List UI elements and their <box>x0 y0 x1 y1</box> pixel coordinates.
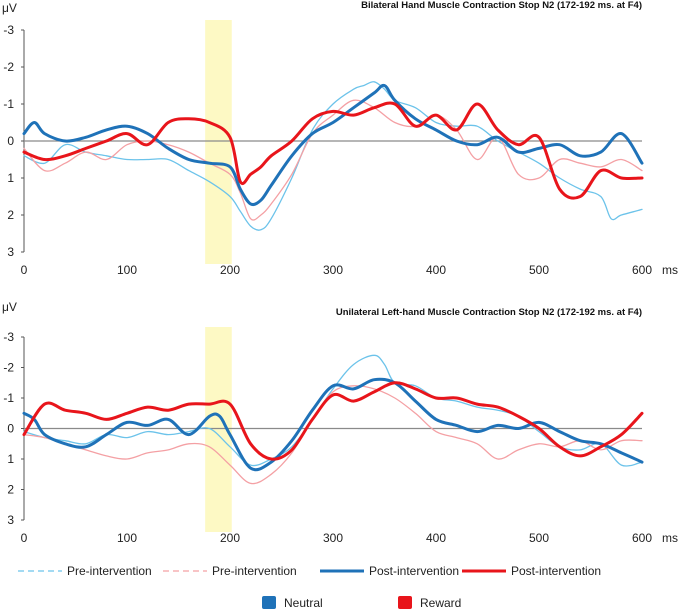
series-neutral-pre-intervention <box>23 354 643 467</box>
y-tick-label: 3 <box>7 245 14 259</box>
legend-group-label: Reward <box>420 596 461 610</box>
y-tick-label: 1 <box>7 171 14 185</box>
series-reward-post-intervention <box>22 101 644 200</box>
legend: Pre-intervention Pre-intervention Post-int… <box>18 564 601 610</box>
y-tick-label: -2 <box>3 60 14 74</box>
n2-window-highlight <box>205 20 232 264</box>
legend-label: Pre-intervention <box>212 564 297 578</box>
x-axis-unit: ms <box>662 531 678 545</box>
x-tick-label: 200 <box>220 263 240 277</box>
y-axis-unit: μV <box>2 300 17 314</box>
y-tick-label: 0 <box>7 134 14 148</box>
y-tick-label: -1 <box>3 391 14 405</box>
y-axis-unit: μV <box>2 1 17 15</box>
legend-square-reward <box>398 596 412 609</box>
y-tick-label: -3 <box>3 330 14 344</box>
series-neutral-post-intervention <box>22 377 644 472</box>
x-tick-label: 500 <box>529 531 549 545</box>
x-tick-label: 200 <box>220 531 240 545</box>
x-tick-label: 400 <box>426 263 446 277</box>
x-tick-label: 300 <box>323 263 343 277</box>
x-tick-label: 400 <box>426 531 446 545</box>
x-tick-label: 500 <box>529 263 549 277</box>
series-neutral-pre-intervention <box>23 81 643 231</box>
y-tick-label: 2 <box>7 208 14 222</box>
x-tick-label: 600 <box>632 263 652 277</box>
x-tick-label: 100 <box>117 531 137 545</box>
y-tick-label: 0 <box>7 422 14 436</box>
legend-group-label: Neutral <box>284 596 323 610</box>
y-tick-label: 2 <box>7 483 14 497</box>
series-neutral-post-intervention <box>22 83 644 207</box>
x-tick-label: 600 <box>632 531 652 545</box>
chart-title: Bilateral Hand Muscle Contraction Stop N… <box>361 0 642 11</box>
legend-label: Post-intervention <box>369 564 459 578</box>
legend-square-neutral <box>262 596 276 609</box>
x-axis-unit: ms <box>662 263 678 277</box>
series-reward-pre-intervention <box>23 385 643 485</box>
x-tick-label: 0 <box>21 263 28 277</box>
chart-title: Unilateral Left-hand Muscle Contraction … <box>336 307 642 318</box>
y-tick-label: -2 <box>3 361 14 375</box>
x-tick-label: 300 <box>323 531 343 545</box>
x-tick-label: 0 <box>21 531 28 545</box>
y-tick-label: 1 <box>7 452 14 466</box>
y-tick-label: -1 <box>3 97 14 111</box>
y-tick-label: 3 <box>7 513 14 527</box>
legend-label: Post-intervention <box>511 564 601 578</box>
y-tick-label: -3 <box>3 23 14 37</box>
legend-label: Pre-intervention <box>67 564 152 578</box>
x-tick-label: 100 <box>117 263 137 277</box>
series-reward-post-intervention <box>22 381 644 461</box>
